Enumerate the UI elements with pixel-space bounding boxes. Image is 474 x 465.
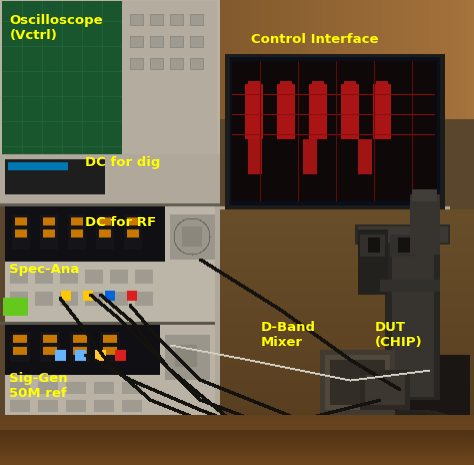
Text: Sig-Gen
50M ref: Sig-Gen 50M ref [9,372,68,400]
Text: DC for RF: DC for RF [85,216,156,229]
Text: Spec-Ana: Spec-Ana [9,263,80,276]
Text: Oscilloscope
(Vctrl): Oscilloscope (Vctrl) [9,14,103,42]
Text: D-Band
Mixer: D-Band Mixer [261,321,316,349]
Text: DC for dig: DC for dig [85,156,161,169]
Text: DUT
(CHIP): DUT (CHIP) [374,321,422,349]
Text: Control Interface: Control Interface [251,33,379,46]
